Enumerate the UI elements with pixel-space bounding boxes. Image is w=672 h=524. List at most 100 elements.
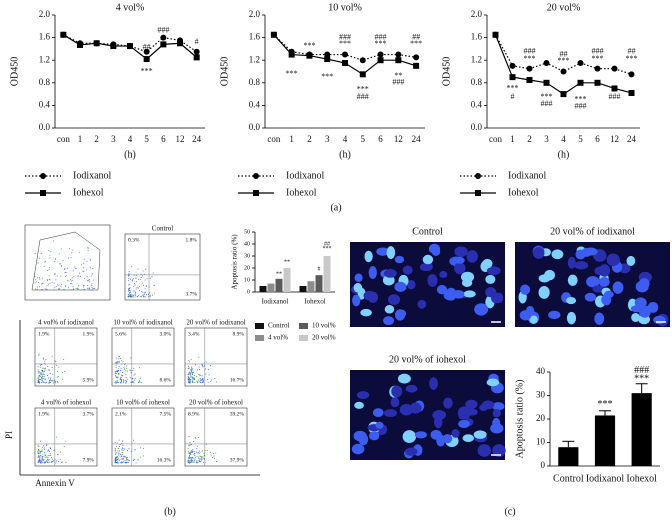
dot: [189, 454, 191, 456]
quadrant-value: 39.2%: [230, 411, 245, 417]
dot: [128, 461, 130, 463]
nucleus: [394, 309, 406, 321]
dot: [37, 377, 39, 379]
x-tick-label: 1: [289, 134, 294, 144]
dot: [39, 456, 41, 458]
dot: [56, 376, 58, 378]
marker: [193, 48, 200, 55]
annotation: ###: [157, 26, 169, 35]
legend-label: Iodixanol: [508, 170, 547, 181]
y-tick-label: 0.8: [39, 77, 51, 87]
dot: [195, 462, 197, 464]
marker: [60, 31, 67, 38]
dot: [130, 372, 132, 374]
dot: [190, 382, 192, 384]
annotation: ###: [609, 92, 621, 101]
nucleus: [584, 292, 597, 302]
dot: [44, 452, 46, 454]
dot: [148, 286, 150, 288]
nucleus: [485, 274, 496, 284]
dot: [132, 369, 134, 371]
bar: [283, 268, 291, 292]
dot: [76, 287, 78, 289]
nucleus: [458, 419, 470, 429]
dot: [201, 379, 203, 381]
dot: [81, 263, 83, 265]
dot: [194, 460, 196, 462]
marker: [543, 79, 550, 86]
dot: [140, 381, 142, 383]
series-line: [494, 34, 632, 75]
marker: [342, 60, 348, 67]
y-tick-label: 2.0: [471, 9, 483, 19]
dot: [198, 455, 200, 457]
nucleus: [634, 297, 647, 308]
dot: [189, 361, 191, 363]
dot: [46, 443, 48, 445]
y-tick-label: 0.4: [471, 99, 483, 109]
dot: [39, 373, 41, 375]
image-title: 20 vol% of iodixanol: [550, 226, 635, 237]
dot: [57, 381, 59, 383]
dot: [88, 280, 90, 282]
marker: [543, 60, 550, 67]
dot: [114, 458, 116, 460]
dot: [38, 374, 40, 376]
dot: [126, 370, 128, 372]
dot: [53, 240, 55, 242]
dot: [190, 374, 192, 376]
dot: [39, 382, 41, 384]
dot: [130, 381, 132, 383]
dot: [41, 457, 43, 459]
dot: [88, 279, 90, 281]
annotation: ###: [339, 32, 351, 41]
plot-title: 4 vol% of iodixanol: [38, 319, 94, 327]
dot: [187, 448, 189, 450]
dot: [120, 456, 122, 458]
dot: [131, 378, 133, 380]
bar: [275, 278, 283, 292]
dot: [122, 382, 124, 384]
y-tick-label: 10: [244, 277, 250, 283]
dot: [41, 461, 43, 463]
marker: [560, 91, 567, 98]
dot: [200, 378, 202, 380]
dot: [193, 375, 195, 377]
dot: [64, 269, 66, 271]
annotation: ***: [592, 54, 604, 63]
dot: [121, 452, 123, 454]
dot: [122, 375, 124, 377]
nucleus: [647, 301, 659, 313]
annotation: #: [318, 267, 321, 273]
dot: [193, 377, 195, 379]
nucleus: [631, 312, 641, 322]
dot: [138, 295, 140, 297]
y-axis-label: Apoptosis ratio (%): [514, 380, 525, 459]
dot: [49, 447, 51, 449]
x-tick-label: 4: [128, 134, 133, 144]
dot: [41, 289, 43, 291]
dot: [61, 283, 63, 285]
dot: [132, 296, 134, 298]
dot: [122, 360, 124, 362]
dot: [151, 276, 153, 278]
y-tick-label: 40: [244, 241, 250, 247]
nucleus: [451, 429, 460, 438]
marker: [177, 40, 183, 47]
dot: [82, 270, 84, 272]
x-tick-label: Iodixanol: [262, 298, 289, 306]
dot: [87, 287, 89, 289]
nucleus: [383, 316, 395, 326]
dot: [48, 462, 50, 464]
marker: [127, 43, 133, 50]
nucleus: [485, 287, 497, 298]
chart-title: 20 vol%: [547, 2, 581, 13]
dot: [123, 366, 125, 368]
dot: [201, 450, 203, 452]
dot: [187, 456, 189, 458]
dot: [194, 456, 196, 458]
nucleus: [566, 311, 577, 325]
dot: [46, 278, 48, 280]
y-tick-label: 30: [244, 253, 250, 259]
quadrant-value: 2.1%: [115, 411, 127, 417]
